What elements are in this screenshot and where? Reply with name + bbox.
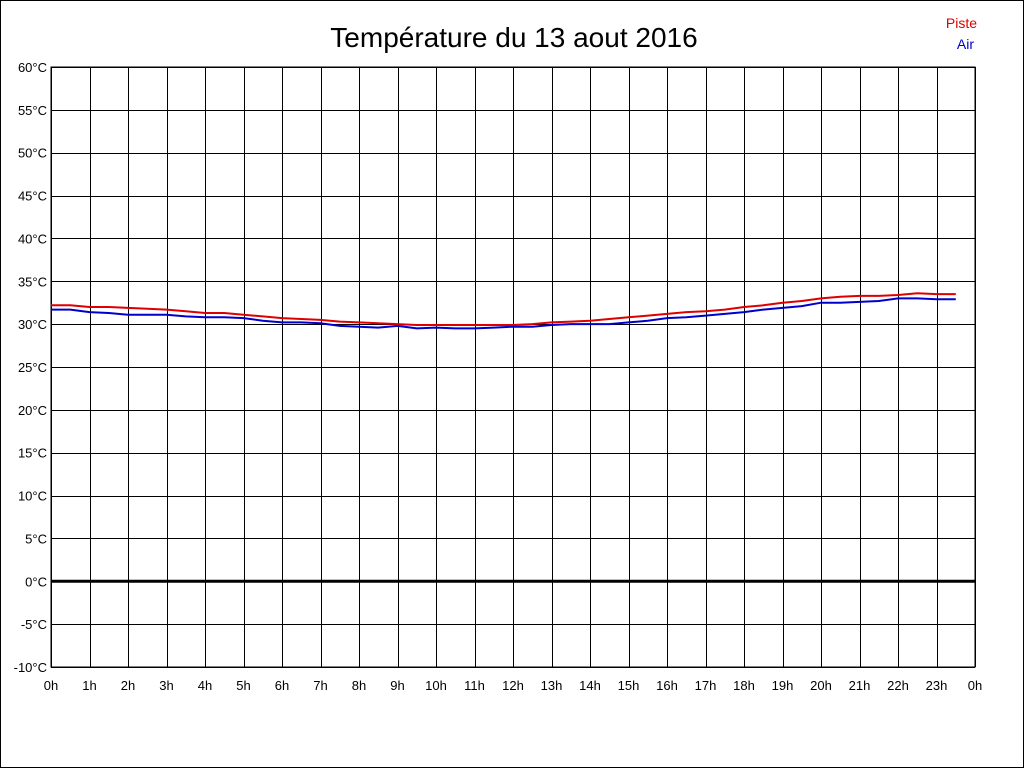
grid bbox=[50, 66, 976, 668]
x-tick-label: 20h bbox=[810, 678, 832, 693]
legend-entry-piste: Piste bbox=[946, 15, 977, 31]
y-tick-label: 50°C bbox=[18, 146, 47, 161]
x-tick-label: 10h bbox=[425, 678, 447, 693]
y-tick-label: 60°C bbox=[18, 60, 47, 75]
x-tick-label: 0h bbox=[44, 678, 58, 693]
y-tick-label: 15°C bbox=[18, 446, 47, 461]
x-tick-label: 14h bbox=[579, 678, 601, 693]
legend-entry-air: Air bbox=[957, 36, 974, 52]
x-tick-label: 13h bbox=[541, 678, 563, 693]
x-tick-label: 19h bbox=[772, 678, 794, 693]
y-tick-label: 35°C bbox=[18, 274, 47, 289]
y-tick-label: 0°C bbox=[25, 574, 47, 589]
x-tick-label: 11h bbox=[464, 678, 485, 693]
x-tick-label: 6h bbox=[275, 678, 289, 693]
x-tick-label: 8h bbox=[352, 678, 366, 693]
series-line-piste bbox=[51, 292, 956, 326]
x-tick-label: 17h bbox=[695, 678, 717, 693]
x-tick-label: 3h bbox=[159, 678, 173, 693]
x-tick-label: 18h bbox=[733, 678, 755, 693]
y-axis-ticks: 60°C 55°C 50°C 45°C 40°C 35°C 30°C 25°C 20°C 15°C… bbox=[14, 60, 47, 675]
y-tick-label: 30°C bbox=[18, 317, 47, 332]
x-tick-label: 7h bbox=[313, 678, 327, 693]
y-tick-label: 10°C bbox=[18, 489, 47, 504]
y-tick-label: -10°C bbox=[14, 660, 47, 675]
y-tick-label: 25°C bbox=[18, 360, 47, 375]
x-tick-label: 1h bbox=[82, 678, 96, 693]
x-tick-label: 12h bbox=[502, 678, 524, 693]
x-tick-label: 16h bbox=[656, 678, 678, 693]
x-tick-label: 22h bbox=[887, 678, 909, 693]
x-tick-label: 2h bbox=[121, 678, 135, 693]
x-tick-label: 23h bbox=[926, 678, 948, 693]
x-tick-label: 21h bbox=[849, 678, 871, 693]
x-tick-label: 15h bbox=[618, 678, 640, 693]
y-tick-label: 40°C bbox=[18, 231, 47, 246]
x-axis-ticks: 0h 1h 2h 3h 4h 5h 6h 7h 8h 9h 10h 11h 12h 13h 14h 15h 16… bbox=[44, 678, 982, 693]
x-tick-label: 9h bbox=[390, 678, 404, 693]
y-tick-label: 20°C bbox=[18, 403, 47, 418]
y-tick-label: 5°C bbox=[25, 531, 47, 546]
series-line-air bbox=[51, 297, 956, 330]
x-tick-label: 5h bbox=[236, 678, 250, 693]
series-layer bbox=[51, 292, 956, 330]
y-tick-label: -5°C bbox=[21, 617, 47, 632]
y-tick-label: 55°C bbox=[18, 103, 47, 118]
x-tick-label: 0h bbox=[968, 678, 982, 693]
chart-title: Température du 13 aout 2016 bbox=[330, 22, 697, 53]
y-tick-label: 45°C bbox=[18, 189, 47, 204]
x-tick-label: 4h bbox=[198, 678, 212, 693]
